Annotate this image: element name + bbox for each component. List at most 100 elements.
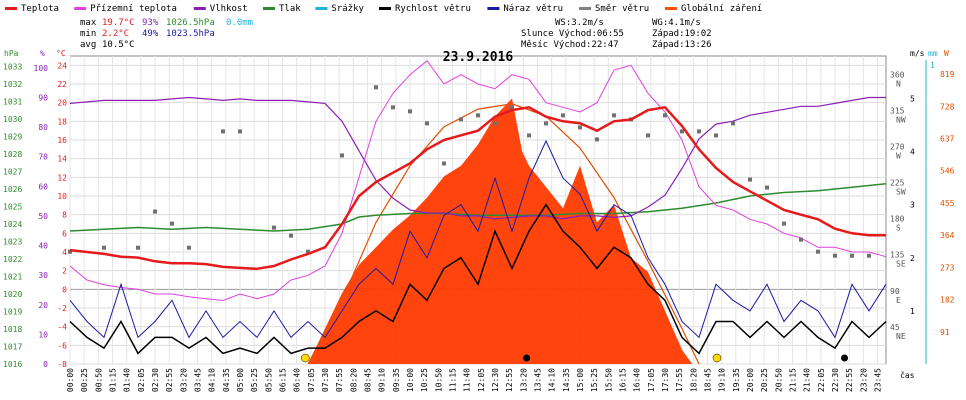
x-tick-label: 08:45 [364, 368, 373, 392]
info-sunset: Západ:19:02 [652, 29, 712, 39]
hpa-tick-label: 1023 [3, 238, 22, 247]
w-tick-label: 637 [940, 134, 955, 143]
wind-direction-point [544, 121, 548, 126]
wind-direction-point [459, 117, 463, 122]
x-tick-label: 05:25 [250, 368, 259, 392]
ms-tick-label: 4 [910, 148, 915, 157]
wind-direction-point [510, 105, 514, 110]
legend-label: Vlhkost [210, 4, 248, 14]
x-tick-label: 05:00 [236, 368, 245, 392]
x-tick-label: 06:15 [279, 368, 288, 392]
hpa-tick-label: 1016 [3, 360, 22, 369]
x-tick-label: 11:40 [463, 368, 472, 392]
legend-label: Tlak [279, 4, 301, 14]
x-tick-label: 22:05 [817, 368, 826, 392]
x-tick-label: 18:45 [704, 368, 713, 392]
temperature-line [69, 105, 886, 271]
hpa-tick-label: 1033 [3, 63, 22, 72]
x-tick-label: 15:00 [576, 368, 585, 392]
wind-direction-point [595, 137, 599, 142]
x-tick-label: 07:55 [335, 368, 344, 392]
ms-tick-label: 3 [910, 201, 915, 210]
stat-max-rain: 0.0mm [226, 18, 253, 28]
x-tick-label: 10:25 [420, 368, 429, 392]
legend-swatch [379, 7, 391, 10]
wind-direction-point [799, 237, 803, 242]
hpa-axis-label: hPa [4, 49, 19, 58]
wind-direction-point [782, 221, 786, 226]
wind-direction-point [493, 121, 497, 126]
w-tick-label: 364 [940, 231, 955, 240]
wind-direction-point [612, 113, 616, 118]
dir-tick-name: W [896, 151, 901, 160]
humidity-line [69, 96, 886, 220]
pct-tick-label: 10 [38, 330, 48, 339]
legend-swatch [74, 7, 87, 10]
wind-direction-point [238, 129, 242, 134]
dir-tick-name: E [896, 296, 901, 305]
info-wg: WG:4.1m/s [652, 18, 701, 28]
x-tick-label: 18:20 [689, 368, 698, 392]
dir-tick-label: 135 [890, 251, 905, 260]
wind-direction-point [833, 253, 837, 258]
w-tick-label: 91 [940, 328, 950, 337]
x-tick-label: 03:20 [179, 368, 188, 392]
pct-tick-label: 0 [43, 360, 48, 369]
wind-direction-point [561, 113, 565, 118]
mm-axis-label: mm [928, 49, 938, 58]
x-tick-label: 02:05 [137, 368, 146, 392]
time-axis-label: čas [900, 370, 915, 380]
wind-direction-point [680, 129, 684, 134]
temp-tick-label: 18 [57, 117, 67, 126]
stat-label: max [80, 18, 97, 28]
temp-tick-label: 4 [62, 248, 67, 257]
info-sunrise: Slunce Východ:06:55 [521, 29, 624, 39]
x-tick-label: 01:40 [123, 368, 132, 392]
wind-direction-point [714, 133, 718, 138]
wind-direction-point [289, 233, 293, 238]
chart-title: 23.9.2016 [443, 50, 514, 65]
info-moonrise: Měsíc Východ:22:47 [521, 40, 619, 50]
x-tick-label: 03:45 [194, 368, 203, 392]
stat-max-press: 1026.5hPa [166, 18, 215, 28]
dir-tick-name: S [896, 224, 901, 233]
x-tick-label: 16:15 [619, 368, 628, 392]
x-tick-label: 00:25 [80, 368, 89, 392]
x-tick-label: 20:50 [774, 368, 783, 392]
wind-direction-point [408, 109, 412, 114]
w-axis-label: W [944, 49, 949, 58]
ms-tick-label: 1 [910, 307, 915, 316]
x-tick-label: 22:30 [831, 368, 840, 392]
x-tick-label: 08:20 [349, 368, 358, 392]
x-tick-label: 23:45 [874, 368, 883, 392]
legend-swatch [263, 7, 275, 10]
temp-tick-label: 14 [57, 155, 67, 164]
legend-label: Náraz větru [503, 4, 563, 14]
x-tick-label: 12:05 [477, 368, 486, 392]
hpa-tick-label: 1027 [3, 168, 22, 177]
x-tick-label: 10:00 [406, 368, 415, 392]
x-tick-label: 06:40 [293, 368, 302, 392]
hpa-tick-label: 1025 [3, 203, 22, 212]
legend-swatch [665, 7, 677, 10]
x-tick-label: 23:20 [859, 368, 868, 392]
x-tick-label: 15:50 [604, 368, 613, 392]
x-tick-label: 15:25 [590, 368, 599, 392]
wind-direction-point [646, 133, 650, 138]
pressure-line [69, 182, 887, 232]
x-tick-label: 02:55 [165, 368, 174, 392]
pct-axis-label: % [40, 49, 45, 58]
wind-direction-point [340, 153, 344, 158]
temp-axis-label: °C [56, 49, 66, 58]
wind-direction-point [476, 113, 480, 118]
temp-tick-label: 6 [62, 229, 67, 238]
w-tick-label: 273 [940, 263, 955, 272]
pct-tick-label: 50 [38, 212, 48, 221]
x-tick-label: 01:15 [109, 368, 118, 392]
x-tick-label: 17:30 [661, 368, 670, 392]
w-tick-label: 546 [940, 167, 955, 176]
w-tick-label: 819 [940, 70, 955, 79]
wind-direction-point [170, 221, 174, 226]
